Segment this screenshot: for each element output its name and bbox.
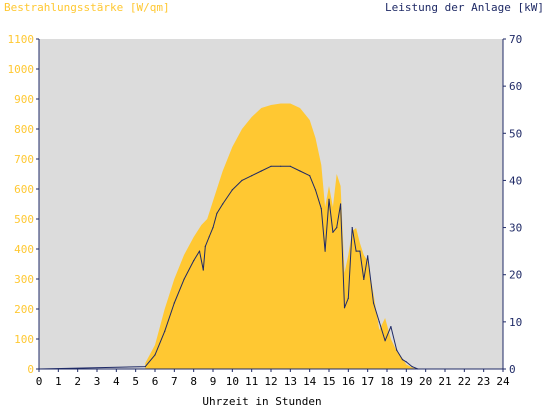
right-tick-label: 40: [509, 174, 522, 187]
power-point: [347, 297, 349, 299]
power-point: [314, 189, 317, 191]
power-point: [204, 245, 206, 247]
x-tick-label: 0: [36, 375, 43, 388]
power-point: [280, 165, 282, 167]
left-axis-title: Bestrahlungsstärke [W/qm]: [4, 1, 170, 14]
x-tick-label: 18: [380, 375, 393, 388]
x-tick-label: 22: [458, 375, 471, 388]
right-tick-label: 50: [509, 127, 522, 140]
power-point: [241, 179, 243, 181]
power-point: [202, 269, 204, 271]
x-tick-label: 23: [477, 375, 490, 388]
x-tick-label: 4: [113, 375, 120, 388]
power-point: [299, 170, 301, 172]
power-point: [351, 227, 353, 229]
power-point: [198, 250, 201, 252]
power-point: [378, 321, 380, 323]
left-tick-label: 1100: [8, 33, 35, 46]
left-tick-label: 500: [14, 213, 34, 226]
x-tick-label: 17: [361, 375, 374, 388]
power-point: [193, 260, 195, 262]
power-line-layer: [38, 165, 503, 370]
x-axis-label: Uhrzeit in Stunden: [202, 395, 321, 408]
power-point: [405, 361, 407, 363]
x-tick-label: 5: [132, 375, 139, 388]
power-point: [231, 189, 233, 191]
power-point: [384, 340, 386, 342]
x-tick-label: 15: [322, 375, 335, 388]
left-tick-label: 100: [14, 333, 34, 346]
left-tick-label: 700: [14, 153, 34, 166]
power-point: [208, 236, 210, 238]
power-point: [173, 302, 175, 304]
power-point: [144, 366, 146, 368]
right-tick-label: 60: [509, 80, 522, 93]
power-point: [340, 203, 342, 205]
power-point: [216, 212, 218, 214]
x-tick-label: 20: [419, 375, 432, 388]
x-tick-label: 10: [226, 375, 239, 388]
power-point: [328, 198, 330, 200]
left-tick-label: 200: [14, 303, 34, 316]
right-tick-label: 0: [509, 363, 516, 376]
power-point: [289, 165, 291, 167]
power-point: [270, 165, 272, 167]
irradiance-area-layer: [145, 103, 418, 369]
power-point: [343, 307, 346, 309]
x-tick-label: 19: [400, 375, 413, 388]
axes: [36, 38, 506, 372]
x-tick-label: 8: [190, 375, 197, 388]
x-tick-label: 6: [152, 375, 159, 388]
power-point: [367, 255, 369, 257]
power-point: [372, 302, 375, 304]
right-tick-label: 20: [509, 269, 522, 282]
x-tick-label: 13: [284, 375, 297, 388]
x-tick-label: 24: [496, 375, 510, 388]
left-tick-label: 0: [27, 363, 34, 376]
power-point: [260, 170, 262, 172]
left-tick-label: 800: [14, 123, 34, 136]
power-point: [183, 278, 185, 280]
power-point: [324, 250, 326, 252]
x-tick-label: 2: [74, 375, 81, 388]
power-point: [359, 250, 361, 252]
power-point: [222, 203, 224, 205]
left-tick-label: 1000: [8, 63, 35, 76]
tick-labels: 0100200300400500600700800900100011000102…: [8, 33, 523, 388]
x-tick-label: 7: [171, 375, 178, 388]
right-tick-label: 10: [509, 316, 522, 329]
power-point: [336, 227, 338, 229]
right-tick-label: 70: [509, 33, 522, 46]
power-point: [332, 231, 334, 233]
left-tick-label: 900: [14, 93, 34, 106]
power-point: [401, 359, 404, 361]
power-point: [164, 330, 166, 332]
power-point: [355, 250, 357, 252]
left-tick-label: 400: [14, 243, 34, 256]
x-tick-label: 9: [210, 375, 217, 388]
x-tick-label: 1: [55, 375, 62, 388]
x-tick-label: 12: [264, 375, 277, 388]
power-point: [363, 278, 365, 280]
right-axis-title: Leistung der Anlage [kW]: [385, 1, 544, 14]
x-tick-label: 11: [245, 375, 258, 388]
power-point: [251, 175, 253, 177]
x-tick-label: 3: [94, 375, 101, 388]
power-point: [309, 175, 311, 177]
x-tick-label: 14: [303, 375, 317, 388]
left-tick-label: 300: [14, 273, 34, 286]
power-point: [320, 208, 322, 210]
left-tick-label: 600: [14, 183, 34, 196]
x-tick-label: 16: [342, 375, 355, 388]
x-tick-label: 21: [438, 375, 451, 388]
power-point: [154, 354, 156, 356]
power-point: [396, 349, 398, 351]
power-point: [212, 227, 214, 229]
right-tick-label: 30: [509, 222, 522, 235]
power-point: [390, 326, 392, 328]
irradiance-area: [145, 103, 418, 369]
power-point: [411, 366, 413, 368]
